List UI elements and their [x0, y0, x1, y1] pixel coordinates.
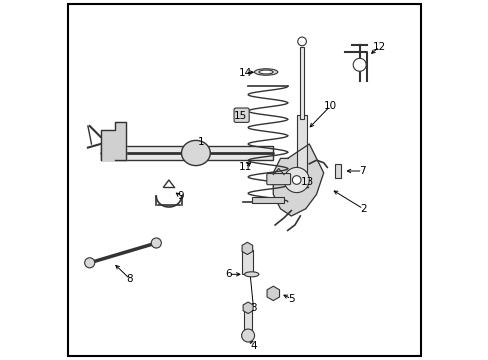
Text: 6: 6 [224, 269, 231, 279]
Text: 7: 7 [359, 166, 365, 176]
Text: 4: 4 [250, 341, 256, 351]
Text: 13: 13 [300, 177, 313, 187]
Text: 11: 11 [238, 162, 251, 172]
Text: 2: 2 [359, 204, 366, 214]
FancyBboxPatch shape [234, 108, 249, 122]
Ellipse shape [259, 70, 273, 74]
Text: 15: 15 [234, 111, 247, 121]
FancyBboxPatch shape [244, 310, 252, 335]
FancyBboxPatch shape [299, 47, 304, 119]
Text: 8: 8 [126, 274, 133, 284]
Ellipse shape [244, 272, 258, 277]
FancyBboxPatch shape [242, 250, 252, 274]
Circle shape [297, 37, 306, 46]
Text: 5: 5 [287, 294, 294, 304]
Circle shape [292, 176, 301, 184]
Text: 10: 10 [323, 101, 336, 111]
Circle shape [352, 58, 366, 71]
Polygon shape [101, 122, 125, 160]
Circle shape [241, 329, 254, 342]
Ellipse shape [181, 140, 210, 166]
FancyBboxPatch shape [251, 197, 284, 203]
Circle shape [284, 167, 309, 193]
Text: 1: 1 [198, 137, 204, 147]
FancyBboxPatch shape [266, 174, 290, 185]
Ellipse shape [254, 69, 277, 75]
FancyBboxPatch shape [101, 146, 273, 160]
FancyBboxPatch shape [297, 115, 306, 187]
Circle shape [151, 238, 161, 248]
Text: 9: 9 [177, 191, 183, 201]
Text: 12: 12 [372, 42, 386, 52]
Polygon shape [273, 144, 323, 216]
FancyBboxPatch shape [335, 164, 340, 178]
Circle shape [84, 258, 95, 268]
Text: 14: 14 [238, 68, 251, 78]
Text: 3: 3 [250, 303, 256, 313]
